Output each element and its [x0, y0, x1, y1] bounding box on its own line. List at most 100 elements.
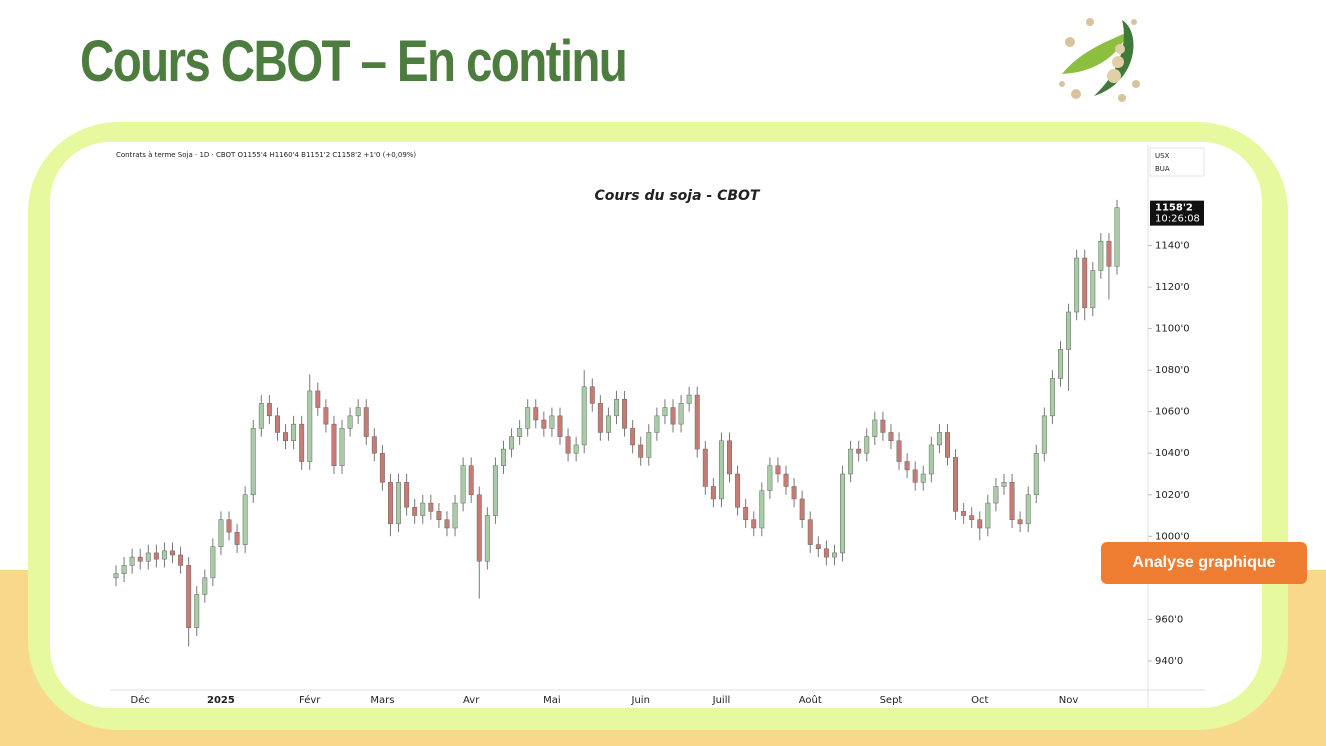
- candle-body: [468, 465, 474, 496]
- candle-body: [912, 469, 918, 483]
- candle-body: [355, 407, 361, 417]
- candle-body: [129, 556, 135, 566]
- candle-body: [1082, 257, 1088, 309]
- x-tick-label: Mars: [370, 695, 394, 706]
- candle-body: [476, 494, 482, 562]
- bean: [1065, 37, 1075, 47]
- y-tick-label: 1120'0: [1155, 282, 1190, 293]
- candle-body: [258, 403, 264, 429]
- candle-body: [936, 432, 942, 446]
- x-tick-label: Juin: [631, 695, 650, 706]
- candle-body: [799, 498, 805, 520]
- candle-body: [315, 390, 321, 408]
- candle-body: [170, 550, 175, 556]
- candle-body: [864, 436, 870, 454]
- bean: [1112, 56, 1124, 68]
- candle-body: [339, 428, 345, 466]
- candle-body: [807, 519, 813, 545]
- price-label-box: [1150, 200, 1204, 226]
- candle-body: [759, 490, 765, 529]
- y-tick-label: 1000'0: [1155, 531, 1190, 542]
- y-tick-label: 1080'0: [1155, 365, 1190, 376]
- bean: [1071, 89, 1081, 99]
- candle-body: [161, 550, 167, 560]
- candle-body: [1033, 452, 1039, 496]
- candle-body: [387, 482, 393, 525]
- candle-body: [961, 511, 967, 516]
- candle-body: [872, 419, 878, 437]
- candle-body: [492, 465, 498, 516]
- candle-body: [597, 403, 603, 433]
- candle-body: [1114, 207, 1120, 267]
- y-tick-label: 940'0: [1155, 656, 1183, 667]
- candle-body: [953, 457, 959, 512]
- candle-body: [274, 415, 280, 433]
- candle-body: [630, 428, 636, 446]
- leaf: [1062, 32, 1128, 74]
- candle-body: [234, 531, 240, 545]
- analyse-button[interactable]: Analyse graphique: [1101, 542, 1307, 584]
- candle-body: [565, 436, 571, 454]
- candle-body: [517, 428, 523, 437]
- bean: [1086, 18, 1094, 26]
- x-tick-label: Sept: [880, 695, 903, 706]
- candle-body: [186, 565, 192, 628]
- candle-body: [291, 423, 297, 442]
- candle-body: [977, 519, 983, 529]
- candle-body: [1041, 415, 1047, 454]
- x-tick-label: Févr: [299, 694, 321, 706]
- candle-body: [557, 415, 563, 437]
- candle-body: [1049, 378, 1055, 417]
- candle-body: [662, 407, 668, 417]
- x-tick-label: Mai: [543, 695, 561, 706]
- candle-body: [581, 386, 587, 446]
- candle-body: [436, 511, 442, 520]
- info-line: Contrats à terme Soja · 1D · CBOT O1155'…: [116, 151, 416, 159]
- candle-body: [331, 423, 337, 466]
- candle-body: [371, 436, 377, 454]
- candle-body: [178, 554, 184, 566]
- candle-body: [945, 432, 950, 458]
- candle-body: [1066, 311, 1072, 350]
- slide-title: Cours CBOT – En continu: [80, 29, 628, 94]
- candle-body: [226, 519, 232, 533]
- corner-label: BUA: [1155, 165, 1170, 173]
- candle-body: [121, 565, 127, 574]
- candle-body: [363, 407, 369, 437]
- candle-body: [622, 398, 628, 429]
- bean: [1131, 19, 1137, 25]
- bean: [1115, 44, 1125, 54]
- candle-body: [484, 515, 490, 562]
- candle-body: [678, 403, 684, 425]
- candle-body: [702, 448, 708, 487]
- candle-body: [153, 552, 159, 560]
- candle-body: [1017, 519, 1023, 525]
- bean: [1107, 69, 1121, 83]
- bean: [1059, 81, 1065, 87]
- candle-body: [573, 444, 579, 454]
- candle-body: [145, 552, 151, 562]
- candle-body: [718, 440, 724, 500]
- candle-body: [525, 407, 531, 429]
- candle-body: [928, 444, 934, 475]
- candle-body: [501, 448, 506, 466]
- candle-body: [831, 552, 837, 558]
- candle-body: [1098, 241, 1104, 271]
- candle-body: [509, 436, 515, 450]
- x-tick-label: Avr: [463, 695, 480, 706]
- candle-body: [751, 519, 757, 529]
- y-tick-label: 1040'0: [1155, 448, 1190, 459]
- candle-body: [1074, 257, 1080, 313]
- x-tick-label: 2025: [207, 695, 235, 706]
- candle-body: [113, 573, 119, 579]
- candle-body: [969, 515, 975, 520]
- candle-body: [743, 506, 749, 520]
- candle-body: [775, 465, 781, 475]
- candle-body: [194, 594, 200, 628]
- y-tick-label: 1140'0: [1155, 241, 1190, 252]
- candle-body: [444, 519, 450, 529]
- candle-body: [694, 394, 700, 450]
- candle-body: [783, 473, 789, 487]
- candle-body: [880, 419, 886, 433]
- y-tick-label: 1060'0: [1155, 407, 1190, 418]
